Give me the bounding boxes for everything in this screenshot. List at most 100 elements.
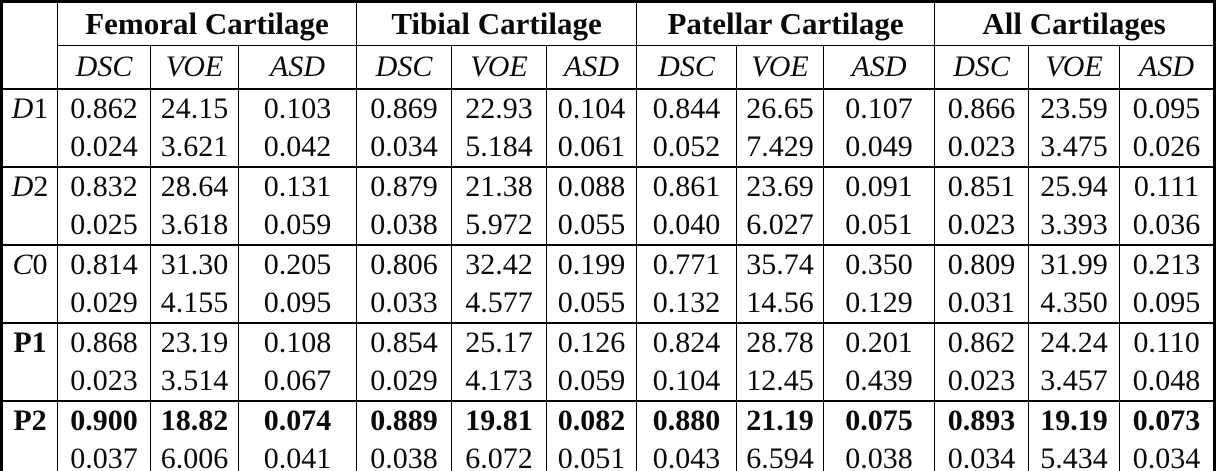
table-row-c0-std: 0.029 4.155 0.095 0.033 4.577 0.055 0.132 14.56… bbox=[2, 284, 1216, 324]
metric-header-voe: VOE bbox=[1028, 45, 1121, 90]
group-header-tibial-cartilage: Tibial Cartilage bbox=[356, 1, 638, 46]
metric-header-dsc: DSC bbox=[57, 45, 151, 90]
value-cell: 0.814 bbox=[57, 244, 151, 284]
value-cell: 0.029 bbox=[57, 284, 151, 324]
table-body: D1 0.862 24.15 0.103 0.869 22.93 0.104 0.844 26.… bbox=[1, 88, 1216, 471]
value-cell: 0.043 bbox=[636, 440, 738, 471]
value-cell: 0.067 bbox=[237, 362, 358, 402]
value-cell: 0.059 bbox=[237, 206, 358, 246]
value-cell: 0.051 bbox=[546, 440, 638, 471]
value-cell: 0.095 bbox=[237, 284, 358, 324]
value-cell: 0.131 bbox=[237, 166, 358, 206]
value-cell: 7.429 bbox=[736, 128, 825, 168]
value-cell: 0.809 bbox=[934, 244, 1030, 284]
table-row-d1-mean: D1 0.862 24.15 0.103 0.869 22.93 0.104 0.844 26.… bbox=[1, 88, 1216, 167]
metric-header-dsc: DSC bbox=[934, 45, 1030, 90]
value-cell: 0.034 bbox=[356, 128, 453, 168]
row-label-p2: P2 bbox=[1, 400, 58, 471]
value-cell: 25.94 bbox=[1028, 166, 1121, 206]
group-header-femoral-cartilage: Femoral Cartilage bbox=[56, 1, 358, 46]
value-cell: 0.088 bbox=[546, 166, 638, 206]
group-header-patellar-cartilage: Patellar Cartilage bbox=[636, 1, 936, 46]
value-cell: 0.862 bbox=[934, 322, 1030, 362]
metric-header-asd: ASD bbox=[823, 45, 936, 90]
value-cell: 5.972 bbox=[451, 206, 548, 246]
value-cell: 4.350 bbox=[1028, 284, 1121, 324]
value-cell: 0.055 bbox=[546, 284, 638, 324]
value-cell: 0.049 bbox=[823, 128, 936, 168]
value-cell: 23.69 bbox=[736, 166, 825, 206]
value-cell: 0.075 bbox=[823, 400, 936, 440]
value-cell: 0.059 bbox=[546, 362, 638, 402]
table-row-p1-mean: P1 0.868 23.19 0.108 0.854 25.17 0.126 0.824 28.… bbox=[1, 322, 1216, 401]
value-cell: 0.129 bbox=[823, 284, 936, 324]
row-label-p1: P1 bbox=[1, 322, 58, 401]
value-cell: 23.59 bbox=[1028, 88, 1121, 128]
value-cell: 0.199 bbox=[546, 244, 638, 284]
value-cell: 0.034 bbox=[934, 440, 1030, 471]
value-cell: 28.64 bbox=[150, 166, 239, 206]
value-cell: 22.93 bbox=[451, 88, 548, 128]
value-cell: 0.132 bbox=[636, 284, 738, 324]
value-cell: 0.037 bbox=[57, 440, 151, 471]
value-cell: 0.024 bbox=[57, 128, 151, 168]
value-cell: 26.65 bbox=[736, 88, 825, 128]
row-label-digit: 0 bbox=[32, 248, 48, 281]
value-cell: 5.434 bbox=[1028, 440, 1121, 471]
value-cell: 0.038 bbox=[356, 206, 453, 246]
table-row-p1-std: 0.023 3.514 0.067 0.029 4.173 0.059 0.104 12.45… bbox=[2, 362, 1216, 402]
value-cell: 32.42 bbox=[451, 244, 548, 284]
value-cell: 31.30 bbox=[150, 244, 239, 284]
value-cell: 0.854 bbox=[356, 322, 453, 362]
table-row-d2-std: 0.025 3.618 0.059 0.038 5.972 0.055 0.040 6.027… bbox=[2, 206, 1216, 246]
value-cell: 0.213 bbox=[1119, 244, 1216, 284]
value-cell: 0.031 bbox=[934, 284, 1030, 324]
value-cell: 0.023 bbox=[934, 128, 1030, 168]
value-cell: 0.111 bbox=[1119, 166, 1216, 206]
metric-header-row: DSC VOE ASD DSC VOE ASD DSC VOE ASD DSC … bbox=[2, 45, 1216, 90]
value-cell: 0.110 bbox=[1119, 322, 1216, 362]
value-cell: 6.027 bbox=[736, 206, 825, 246]
value-cell: 0.851 bbox=[934, 166, 1030, 206]
value-cell: 0.041 bbox=[237, 440, 358, 471]
table-row-c0-mean: C0 0.814 31.30 0.205 0.806 32.42 0.199 0.771 35.… bbox=[1, 244, 1216, 323]
value-cell: 0.048 bbox=[1119, 362, 1216, 402]
row-label-d2: D2 bbox=[1, 166, 58, 245]
value-cell: 0.023 bbox=[934, 362, 1030, 402]
value-cell: 35.74 bbox=[736, 244, 825, 284]
value-cell: 0.824 bbox=[636, 322, 738, 362]
value-cell: 0.038 bbox=[356, 440, 453, 471]
value-cell: 0.095 bbox=[1119, 284, 1216, 324]
row-label-letter: D bbox=[11, 92, 34, 125]
value-cell: 0.893 bbox=[934, 400, 1030, 440]
value-cell: 0.023 bbox=[57, 362, 151, 402]
row-label-letter: D bbox=[11, 170, 34, 203]
table-row-p2-mean: P2 0.900 18.82 0.074 0.889 19.81 0.082 0.880 21.… bbox=[1, 400, 1216, 471]
metric-header-voe: VOE bbox=[150, 45, 239, 90]
value-cell: 0.126 bbox=[546, 322, 638, 362]
value-cell: 3.618 bbox=[150, 206, 239, 246]
value-cell: 0.439 bbox=[823, 362, 936, 402]
value-cell: 0.026 bbox=[1119, 128, 1216, 168]
corner-cell bbox=[1, 1, 58, 90]
value-cell: 0.104 bbox=[636, 362, 738, 402]
value-cell: 6.594 bbox=[736, 440, 825, 471]
value-cell: 0.889 bbox=[356, 400, 453, 440]
value-cell: 6.006 bbox=[150, 440, 239, 471]
value-cell: 0.042 bbox=[237, 128, 358, 168]
metric-header-asd: ASD bbox=[237, 45, 358, 90]
metric-header-asd: ASD bbox=[1119, 45, 1216, 90]
value-cell: 0.103 bbox=[237, 88, 358, 128]
value-cell: 0.051 bbox=[823, 206, 936, 246]
value-cell: 0.205 bbox=[237, 244, 358, 284]
value-cell: 0.025 bbox=[57, 206, 151, 246]
value-cell: 0.073 bbox=[1119, 400, 1216, 440]
value-cell: 25.17 bbox=[451, 322, 548, 362]
value-cell: 18.82 bbox=[150, 400, 239, 440]
value-cell: 0.023 bbox=[934, 206, 1030, 246]
value-cell: 0.108 bbox=[237, 322, 358, 362]
value-cell: 3.475 bbox=[1028, 128, 1121, 168]
value-cell: 0.107 bbox=[823, 88, 936, 128]
value-cell: 6.072 bbox=[451, 440, 548, 471]
